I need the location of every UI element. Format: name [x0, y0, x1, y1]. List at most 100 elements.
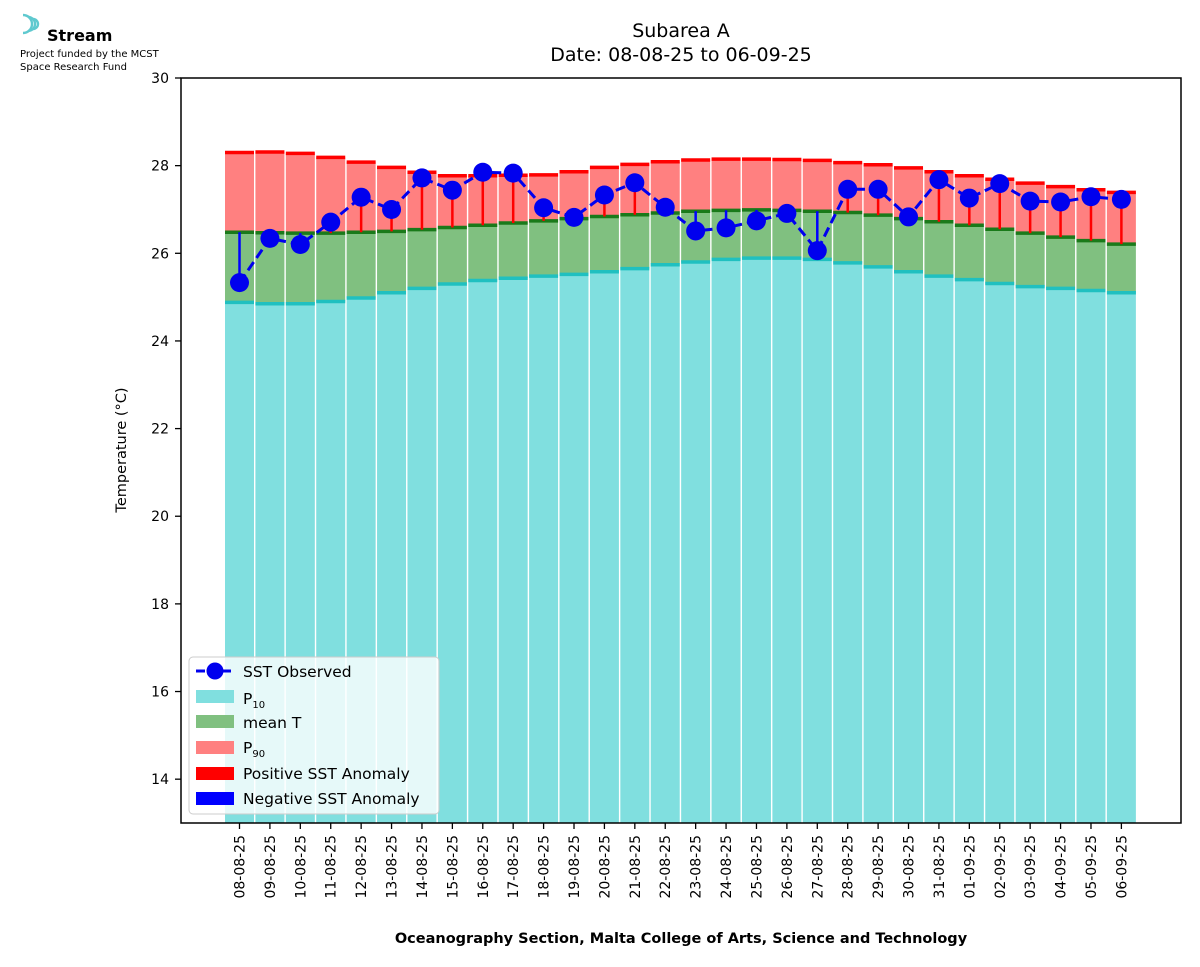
- x-tick-label: 04-09-25: [1054, 835, 1070, 899]
- sst-point: [990, 174, 1010, 194]
- chart-title: Subarea A: [632, 20, 730, 42]
- stream-logo-icon: [22, 13, 40, 35]
- legend-box: [188, 656, 440, 815]
- legend-swatch-negative-anomaly: [196, 792, 234, 805]
- legend-label-p10-sub: 10: [252, 700, 265, 711]
- x-tick-label: 26-08-25: [780, 835, 796, 899]
- legend-swatch-positive-anomaly: [196, 767, 234, 780]
- sst-point: [929, 170, 949, 190]
- sst-point: [899, 207, 919, 227]
- x-tick-label: 24-08-25: [719, 835, 735, 899]
- bar-mean: [346, 232, 376, 298]
- y-tick-label: 30: [151, 71, 169, 87]
- bar-mean: [620, 214, 650, 269]
- bar-mean: [468, 225, 498, 281]
- sst-point: [534, 198, 554, 218]
- y-tick-label: 20: [151, 509, 169, 525]
- sst-point: [351, 187, 371, 207]
- bar-p90: [711, 159, 741, 211]
- sst-point: [594, 185, 614, 205]
- bar-mean: [437, 227, 467, 284]
- bar-mean: [589, 216, 619, 272]
- y-tick-label: 16: [151, 685, 169, 701]
- sst-point: [1020, 191, 1040, 211]
- bar-p10: [1046, 288, 1076, 824]
- y-axis: 14 16 18 20 22 24 26 28 30: [151, 71, 181, 788]
- sst-point: [442, 180, 462, 200]
- sst-point: [290, 235, 310, 255]
- bar-mean: [894, 218, 924, 272]
- legend-swatch-p90: [196, 741, 234, 754]
- bar-mean: [1015, 233, 1045, 287]
- sst-point: [260, 228, 280, 248]
- sst-point: [564, 207, 584, 227]
- bar-mean: [833, 212, 863, 263]
- sst-point: [473, 162, 493, 182]
- y-axis-title: Temperature (°C): [114, 387, 130, 513]
- legend-label-negative-anomaly: Negative SST Anomaly: [243, 790, 420, 808]
- sst-point: [838, 179, 858, 199]
- sst-point: [1111, 189, 1131, 209]
- x-tick-label: 14-08-25: [415, 835, 431, 899]
- bar-mean: [650, 212, 680, 265]
- bar-p90: [802, 160, 832, 212]
- bar-p10: [802, 259, 832, 823]
- bar-p10: [468, 280, 498, 823]
- bar-p10: [1076, 290, 1106, 823]
- sst-point: [686, 221, 706, 241]
- x-tick-label: 23-08-25: [689, 835, 705, 899]
- x-axis: 08-08-25 09-08-25 10-08-25 11-08-25 12-08-25…: [233, 823, 1130, 899]
- plot-frame: [180, 77, 1182, 824]
- bar-p10: [529, 276, 559, 823]
- legend-label-p90-main: P: [243, 739, 252, 757]
- bar-mean: [985, 229, 1015, 284]
- x-tick-label: 20-08-25: [597, 835, 613, 899]
- sst-point: [321, 212, 341, 232]
- y-tick-label: 28: [151, 159, 169, 175]
- sst-point: [382, 199, 402, 219]
- bar-p10: [711, 259, 741, 823]
- legend-label-sst: SST Observed: [243, 663, 352, 681]
- x-tick-label: 21-08-25: [628, 835, 644, 899]
- bar-p90: [225, 152, 254, 233]
- x-tick-label: 03-09-25: [1023, 835, 1039, 899]
- sst-point: [230, 273, 249, 293]
- sst-point: [868, 179, 888, 199]
- bar-mean: [407, 229, 437, 289]
- sst-point: [625, 173, 645, 193]
- bar-p90: [772, 159, 802, 211]
- legend-label-p90-sub: 90: [252, 749, 265, 760]
- y-tick-label: 18: [151, 597, 169, 613]
- bar-mean: [1106, 244, 1136, 293]
- brand-line-2: Space Research Fund: [20, 62, 127, 73]
- sst-point: [746, 211, 766, 231]
- sst-point: [807, 241, 827, 261]
- x-tick-label: 25-08-25: [749, 835, 765, 899]
- y-tick-label: 14: [151, 772, 169, 788]
- x-tick-label: 27-08-25: [810, 835, 826, 899]
- bar-mean: [559, 218, 589, 275]
- x-tick-label: 31-08-25: [932, 835, 948, 899]
- legend: SST Observed P10 mean T P90 Positive SST…: [188, 656, 440, 815]
- x-tick-label: 18-08-25: [537, 835, 553, 899]
- x-tick-label: 22-08-25: [658, 835, 674, 899]
- y-tick-label: 26: [151, 246, 169, 262]
- legend-label-p90: P90: [243, 739, 265, 760]
- x-tick-label: 19-08-25: [567, 835, 583, 899]
- plot-sst-line: [230, 162, 1131, 293]
- y-tick-label: 24: [151, 334, 169, 350]
- x-tick-label: 13-08-25: [385, 835, 401, 899]
- bar-p10: [894, 271, 924, 823]
- x-axis-title: Oceanography Section, Malta College of A…: [395, 931, 968, 947]
- bar-p90: [741, 159, 771, 210]
- sst-point: [503, 163, 523, 183]
- bar-p10: [863, 266, 893, 824]
- brand-line-1: Project funded by the MCST: [20, 49, 159, 60]
- bar-p90: [285, 153, 315, 234]
- legend-label-p10-main: P: [243, 690, 252, 708]
- sst-point: [716, 218, 736, 238]
- bar-p10: [681, 262, 711, 823]
- brand-name: Stream: [47, 26, 113, 45]
- bar-p10: [924, 276, 954, 823]
